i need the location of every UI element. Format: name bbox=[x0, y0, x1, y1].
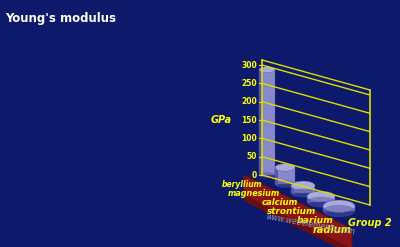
Ellipse shape bbox=[323, 200, 355, 212]
Polygon shape bbox=[259, 70, 275, 175]
Polygon shape bbox=[323, 206, 355, 211]
Text: magnesium: magnesium bbox=[228, 189, 280, 198]
Text: 300: 300 bbox=[241, 61, 257, 69]
Text: 50: 50 bbox=[247, 152, 257, 161]
Polygon shape bbox=[275, 167, 295, 184]
Text: 200: 200 bbox=[241, 97, 257, 106]
Text: www.webelements.com: www.webelements.com bbox=[264, 212, 356, 237]
Polygon shape bbox=[244, 195, 352, 247]
Ellipse shape bbox=[275, 164, 295, 171]
Text: barium: barium bbox=[297, 216, 334, 225]
Text: 100: 100 bbox=[241, 134, 257, 143]
Text: Young's modulus: Young's modulus bbox=[5, 12, 116, 25]
Ellipse shape bbox=[307, 191, 335, 202]
Polygon shape bbox=[275, 167, 278, 186]
Polygon shape bbox=[291, 186, 315, 193]
Polygon shape bbox=[307, 197, 335, 202]
Polygon shape bbox=[259, 70, 262, 177]
Text: Group 2: Group 2 bbox=[348, 218, 392, 228]
Ellipse shape bbox=[275, 180, 295, 188]
Polygon shape bbox=[307, 197, 310, 204]
Polygon shape bbox=[323, 206, 326, 213]
Text: radium: radium bbox=[313, 225, 352, 235]
Text: 150: 150 bbox=[241, 116, 257, 124]
Text: 250: 250 bbox=[241, 79, 257, 88]
Ellipse shape bbox=[291, 188, 315, 198]
Ellipse shape bbox=[291, 181, 315, 190]
Text: 0: 0 bbox=[252, 170, 257, 180]
Text: strontium: strontium bbox=[267, 207, 316, 216]
Text: beryllium: beryllium bbox=[221, 180, 262, 189]
Polygon shape bbox=[291, 186, 294, 195]
Text: calcium: calcium bbox=[262, 198, 298, 207]
Polygon shape bbox=[244, 175, 352, 247]
Ellipse shape bbox=[259, 67, 275, 73]
Ellipse shape bbox=[307, 197, 335, 207]
Text: GPa: GPa bbox=[211, 115, 232, 125]
Ellipse shape bbox=[323, 205, 355, 217]
Ellipse shape bbox=[259, 172, 275, 178]
